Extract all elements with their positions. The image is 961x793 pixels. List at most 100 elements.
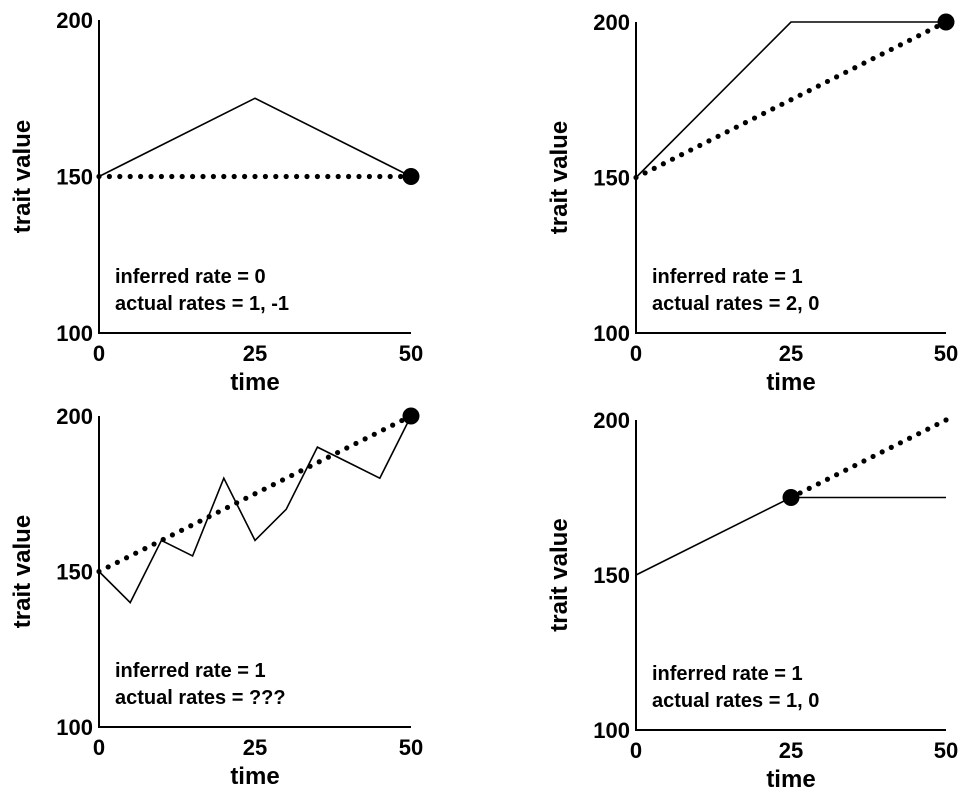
inferred-trend-dot <box>252 173 258 180</box>
inferred-trend-dot <box>843 69 849 75</box>
inferred-trend-dot <box>815 83 821 89</box>
y-axis-label: trait value <box>9 120 36 233</box>
inferred-trend-dot <box>353 440 359 447</box>
x-tick-label: 0 <box>93 341 105 366</box>
y-axis-label: trait value <box>546 121 573 234</box>
inferred-trend-dot <box>242 173 248 180</box>
inferred-trend-dot <box>231 173 237 180</box>
inferred-trend-dot <box>387 173 393 180</box>
y-tick-label: 100 <box>56 321 93 346</box>
x-tick-label: 50 <box>399 341 423 366</box>
inferred-trend-dot <box>346 173 352 180</box>
inferred-trend-dot <box>779 101 785 107</box>
inferred-trend-dot <box>325 454 332 460</box>
axes <box>635 22 946 334</box>
inferred-trend-dot <box>706 138 712 144</box>
y-axis-label: trait value <box>9 515 36 628</box>
inferred-trend-dot <box>179 173 185 180</box>
inferred-trend-dot <box>715 133 721 139</box>
inferred-trend-dot <box>897 440 904 446</box>
chart-panel-4: 100 150 200 0 25 50 time trait value inferred ra… <box>546 408 958 793</box>
inferred-trend-dot <box>943 417 949 423</box>
actual-trajectory-line <box>98 415 412 604</box>
inferred-trend-dot <box>294 173 300 180</box>
inferred-trend-dot <box>925 28 931 34</box>
inferred-trend-dot <box>261 486 267 492</box>
chart-panel-1: 100 150 200 0 25 50 time trait value inferred ra… <box>9 8 423 396</box>
annotation-text: actual rates = 1, 0 <box>652 690 819 712</box>
inferred-trend-dot <box>273 173 279 180</box>
x-tick-label: 50 <box>399 735 423 760</box>
inferred-trend-dot <box>362 436 368 442</box>
axes <box>98 20 411 334</box>
inferred-trend-dot <box>870 55 876 62</box>
inferred-trend-dot <box>127 173 133 180</box>
inferred-trend-dot <box>833 472 840 478</box>
inferred-trend-dot <box>733 124 739 130</box>
inferred-trend-dot <box>304 173 310 180</box>
inferred-trend-dot <box>833 74 840 80</box>
inferred-trend-dot <box>870 453 876 460</box>
inferred-trend-dot <box>252 491 258 497</box>
actual-trajectory-line <box>635 21 946 179</box>
inferred-trend-dot <box>325 173 331 180</box>
endpoint-marker <box>402 168 420 185</box>
inferred-trend-dot <box>142 546 148 552</box>
inferred-trend-dot <box>298 468 304 474</box>
inferred-trend-dot <box>188 523 194 529</box>
x-axis-label: time <box>230 763 279 790</box>
inferred-trend-dot <box>283 173 289 180</box>
x-tick-label: 0 <box>630 341 642 366</box>
inferred-trend-dot <box>289 472 295 479</box>
inferred-trend-dot <box>270 482 276 488</box>
inferred-trend-dot <box>669 156 676 162</box>
inferred-trend-dot <box>888 46 894 53</box>
inferred-trend-dot <box>916 431 922 437</box>
inferred-trend-dot <box>210 173 216 180</box>
inferred-trend-dot <box>334 449 341 456</box>
y-axis-label: trait value <box>546 518 573 631</box>
inferred-trend-dot <box>151 541 157 547</box>
inferred-trend-dot <box>169 532 176 538</box>
y-tick-label: 100 <box>56 715 93 740</box>
inferred-trend-dot <box>344 445 350 451</box>
inferred-trend-dot <box>148 173 154 180</box>
inferred-trend-dot <box>380 427 387 433</box>
endpoint-marker <box>402 407 420 425</box>
chart-panel-2: 100 150 200 0 25 50 time trait value inferred ra… <box>546 10 958 396</box>
inferred-trend-dot <box>279 477 286 483</box>
endpoint-marker <box>782 489 800 506</box>
inferred-trend-dot <box>206 514 212 520</box>
inferred-trend-dot <box>169 173 175 180</box>
annotation-text: inferred rate = 1 <box>652 266 803 288</box>
inferred-trend-dot <box>398 173 404 180</box>
inferred-trend-dot <box>697 142 703 149</box>
inferred-trend-dot <box>316 459 322 465</box>
inferred-trend-dot <box>678 152 685 158</box>
inferred-trend-dot <box>96 568 102 575</box>
inferred-trend-dot <box>117 173 123 180</box>
x-tick-label: 50 <box>934 738 958 763</box>
y-tick-label: 150 <box>593 563 630 588</box>
inferred-trend-dot <box>906 435 913 441</box>
inferred-trend-dot <box>824 78 831 85</box>
inferred-trend-dot <box>234 500 240 506</box>
inferred-trend-dot <box>390 422 396 428</box>
inferred-trend-dot <box>852 65 858 71</box>
inferred-trend-dot <box>366 173 372 180</box>
y-tick-label: 150 <box>593 166 630 191</box>
y-tick-label: 200 <box>593 10 630 35</box>
x-tick-label: 25 <box>779 341 803 366</box>
inferred-trend-dot <box>200 173 206 180</box>
inferred-trend-dot <box>879 51 885 57</box>
x-axis-label: time <box>766 369 815 396</box>
inferred-trend-dot <box>215 509 221 515</box>
annotation-text: inferred rate = 0 <box>115 266 266 288</box>
endpoint-marker <box>937 13 955 31</box>
inferred-trend-dot <box>106 173 112 180</box>
y-tick-label: 200 <box>593 408 630 433</box>
y-tick-label: 150 <box>56 165 93 190</box>
inferred-trend-dot <box>243 495 249 501</box>
inferred-trend-dot <box>916 33 922 39</box>
